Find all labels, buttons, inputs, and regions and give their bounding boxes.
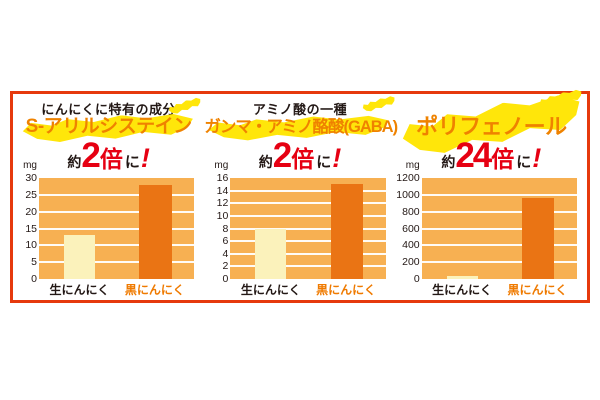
multiplier-exclamation: ! (532, 143, 542, 173)
bar-black-garlic (139, 184, 172, 279)
y-tick-label: 600 (402, 222, 420, 235)
bar-black-garlic (330, 184, 364, 279)
category-label-raw-garlic: 生にんにく (240, 283, 301, 297)
gridline (421, 193, 577, 196)
gridline (39, 210, 195, 213)
gridline (230, 240, 386, 243)
multiplier-counter: 倍 (291, 146, 315, 172)
y-tick-label: 10 (216, 209, 229, 222)
y-axis: mg 1200 1000 800 600 400 200 0 (396, 161, 420, 286)
multiplier-counter: 倍 (99, 146, 123, 172)
bar-chart-plot-area (421, 178, 577, 279)
bar-raw-garlic (446, 275, 478, 279)
bar-chart-plot-area (230, 178, 386, 279)
gridline (421, 227, 577, 230)
x-axis-labels: 生にんにく 黒にんにく (230, 281, 385, 297)
y-tick-label: 0 (31, 273, 37, 285)
y-tick-label: 800 (402, 205, 420, 218)
panel-subtitle: にんにくに特有の成分 (41, 102, 177, 117)
category-label-black-garlic: 黒にんにく (316, 283, 376, 297)
y-tick-label: 400 (402, 239, 420, 252)
multiplier-suffix: に (124, 154, 140, 171)
y-axis-unit: mg (405, 160, 420, 171)
gridline (421, 261, 577, 264)
gridline (39, 244, 195, 247)
multiplier-number: 24 (455, 136, 492, 175)
gridline (230, 214, 386, 217)
gridline (230, 189, 386, 192)
panel-gaba: アミノ酸の一種 ガンマ・アミノ酪酸(GABA) 約 2 倍 に ! mg 16 14… (204, 94, 398, 300)
gridline (39, 261, 195, 264)
panel-title-row: ガンマ・アミノ酪酸(GABA) (204, 113, 398, 141)
gridline (230, 252, 386, 255)
panel-title: ポリフェノール (416, 114, 567, 139)
multiplier-counter: 倍 (491, 146, 515, 172)
y-tick-label: 1000 (396, 188, 420, 201)
multiplier-suffix: に (316, 154, 332, 171)
y-tick-label: 8 (222, 222, 229, 235)
y-tick-label: 16 (216, 172, 229, 184)
multiplier-exclamation: ! (140, 143, 150, 173)
category-label-black-garlic: 黒にんにく (124, 283, 185, 297)
panel-s-allylcysteine: にんにくに特有の成分 S-アリルシステイン 約 2 倍 に ! mg 30 25 20… (13, 94, 204, 300)
category-label-raw-garlic: 生にんにく (49, 283, 110, 297)
y-tick-label: 10 (25, 239, 37, 252)
y-tick-label: 2 (222, 260, 229, 273)
panel-title-row: S-アリルシステイン (13, 113, 204, 141)
multiplier-number: 2 (81, 136, 101, 175)
panel-title: ガンマ・アミノ酪酸(GABA) (204, 118, 398, 136)
y-tick-label: 4 (222, 247, 229, 260)
y-tick-label: 1200 (396, 172, 420, 184)
y-tick-label: 14 (216, 184, 229, 197)
y-tick-label: 20 (25, 205, 37, 218)
y-axis-unit: mg (23, 160, 37, 171)
bar-black-garlic (521, 198, 555, 279)
bar-raw-garlic (63, 235, 95, 279)
gridline (39, 193, 195, 196)
panel-polyphenol: ポリフェノール 約 24 倍 に ! mg 1200 1000 800 600 400 20… (396, 94, 587, 300)
gridline (421, 244, 577, 247)
red-border-frame: にんにくに特有の成分 S-アリルシステイン 約 2 倍 に ! mg 30 25 20… (10, 91, 590, 303)
panel-subtitle: アミノ酸の一種 (252, 102, 348, 117)
gridline (39, 227, 195, 230)
y-tick-label: 6 (222, 235, 229, 248)
multiplier-prefix: 約 (67, 154, 82, 170)
multiplier-number: 2 (272, 136, 293, 175)
y-tick-label: 5 (31, 256, 37, 269)
y-tick-label: 0 (222, 273, 229, 285)
x-axis-labels: 生にんにく 黒にんにく (422, 281, 577, 297)
y-tick-label: 12 (216, 197, 229, 210)
gridline (230, 227, 386, 230)
panel-title: S-アリルシステイン (25, 116, 193, 137)
y-tick-label: 200 (402, 256, 420, 269)
multiplier-suffix: に (516, 154, 532, 171)
multiplier-callout: 約 2 倍 に ! (13, 138, 204, 176)
gridline (421, 210, 577, 213)
y-tick-label: 25 (25, 188, 37, 201)
category-label-raw-garlic: 生にんにく (432, 283, 492, 297)
y-tick-label: 0 (413, 273, 420, 285)
y-tick-label: 30 (25, 172, 37, 184)
x-axis-labels: 生にんにく 黒にんにく (39, 281, 194, 297)
y-tick-label: 15 (25, 222, 37, 235)
y-axis-unit: mg (214, 160, 229, 171)
multiplier-callout: 約 2 倍 に ! (204, 138, 395, 176)
multiplier-callout: 約 24 倍 に ! (396, 138, 587, 176)
category-label-black-garlic: 黒にんにく (507, 283, 568, 297)
bar-raw-garlic (255, 228, 287, 279)
y-axis: mg 30 25 20 15 10 5 0 (13, 161, 37, 286)
multiplier-prefix: 約 (441, 154, 456, 170)
multiplier-prefix: 約 (258, 154, 273, 170)
bar-chart-plot-area (39, 178, 195, 279)
y-axis: mg 16 14 12 10 8 6 4 2 0 (204, 161, 229, 286)
panel-title-row: ポリフェノール (396, 113, 587, 141)
multiplier-exclamation: ! (332, 143, 342, 173)
gridline (230, 202, 386, 205)
gridline (230, 265, 386, 268)
